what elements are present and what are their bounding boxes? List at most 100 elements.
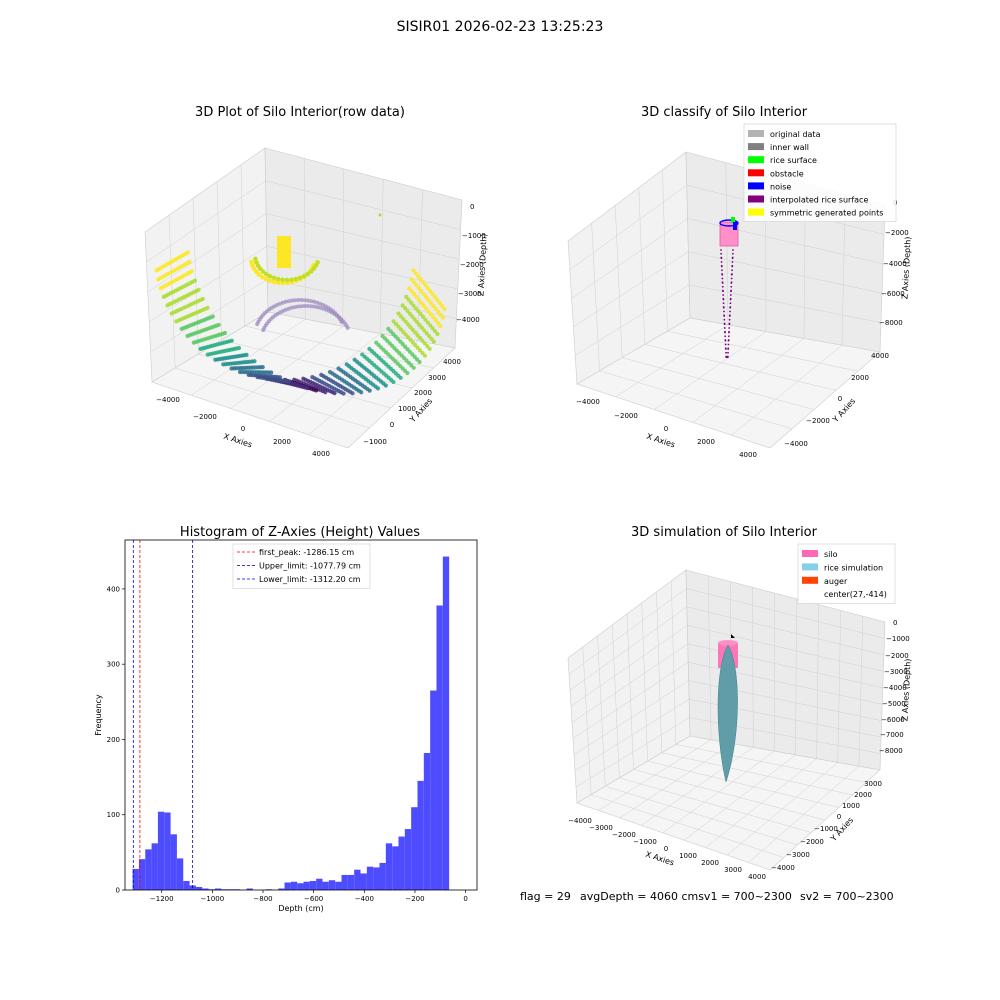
panel1-point <box>402 306 408 311</box>
panel2-zlabel: Z Axies (Depth) <box>900 236 912 299</box>
panel4-z-tick: −5000 <box>882 700 906 708</box>
panel3-legend: first_peak: -1286.15 cm Upper_limit: -107… <box>232 543 371 589</box>
histogram-bar <box>316 878 323 890</box>
panel1-point <box>267 273 273 279</box>
panel1-point <box>295 304 300 309</box>
panel1-point <box>403 319 408 324</box>
panel1-point <box>407 311 412 316</box>
histogram-bar <box>246 888 253 890</box>
panel1-y-tick: 1000 <box>398 405 416 413</box>
panel1-point <box>422 341 427 346</box>
panel1-point <box>299 304 304 309</box>
panel2-point <box>730 273 733 276</box>
histogram-bar <box>398 836 405 890</box>
panel1-point <box>280 300 285 305</box>
panel1-point <box>314 388 319 393</box>
panel2-noise-ring <box>719 219 739 227</box>
panel1-point <box>304 385 310 391</box>
panel1-title: 3D Plot of Silo Interior(row data) <box>195 105 405 120</box>
panel1-point <box>421 291 426 297</box>
panel1-point <box>315 260 320 265</box>
histogram-bar <box>290 881 298 890</box>
figure-suptitle: SISIR01 2026-02-23 13:25:23 <box>397 19 604 35</box>
histogram-bar <box>151 843 158 890</box>
panel1-point <box>305 271 311 277</box>
legend-label: noise <box>770 182 791 191</box>
legend-label: rice simulation <box>824 563 883 572</box>
panel1-point <box>277 375 283 380</box>
legend-swatch <box>748 169 764 177</box>
panel2-point <box>729 298 732 301</box>
panel1-point <box>295 382 300 388</box>
panel1-point <box>271 275 277 281</box>
panel1-point <box>428 312 433 317</box>
panel1-point <box>419 325 424 330</box>
histogram-y-tick: 100 <box>107 811 120 819</box>
panel1-point <box>431 315 436 320</box>
panel1-point <box>375 386 381 391</box>
panel3-title: Histogram of Z-Axies (Height) Values <box>180 525 420 540</box>
histogram-x-tick: −800 <box>253 895 272 903</box>
panel1-point <box>424 331 429 336</box>
panel-simulation-3d: 3D simulation of Silo Interior −4000 −30… <box>567 525 913 881</box>
histogram-bar <box>417 780 424 890</box>
panel2-point <box>725 356 728 359</box>
histogram-bar <box>322 881 329 890</box>
panel1-point <box>405 308 410 314</box>
legend-label: symmetric generated points <box>770 209 883 218</box>
panel2-point <box>720 261 723 263</box>
panel4-x-tick: 3000 <box>724 866 742 874</box>
panel2-point <box>727 335 730 338</box>
panel3-ylabel: Frequency <box>94 694 103 736</box>
histogram-bar <box>214 888 222 890</box>
histogram-bar <box>392 846 399 890</box>
panel2-point <box>722 306 725 309</box>
panel1-point <box>297 275 303 281</box>
panel1-point <box>431 303 436 308</box>
panel1-point <box>410 314 415 319</box>
legend-label: interpolated rice surface <box>770 196 868 205</box>
panel1-point <box>289 277 294 283</box>
panel1-point <box>408 300 414 305</box>
panel1-point <box>442 306 447 312</box>
panel4-legend: silo rice simulation auger center(27,-414) <box>797 543 896 604</box>
panel1-point <box>416 286 421 291</box>
panel1-point <box>438 312 443 317</box>
panel4-y-tick: −1000 <box>814 825 838 833</box>
panel1-point <box>430 326 435 331</box>
panel2-point <box>721 277 724 280</box>
panel4-x-tick: −4000 <box>568 817 592 825</box>
panel2-point <box>723 318 726 321</box>
panel1-point <box>405 322 411 327</box>
panel4-y-tick: −4000 <box>771 864 795 872</box>
panel4-center-marker <box>731 634 735 638</box>
panel1-point <box>435 297 440 303</box>
panel4-y-tick: −2000 <box>800 838 824 846</box>
panel2-y-tick: −2000 <box>806 417 830 425</box>
legend-label: center(27,-414) <box>824 590 887 599</box>
panel1-point <box>391 379 396 385</box>
panel1-point <box>252 359 257 364</box>
panel1-point <box>435 309 441 314</box>
panel1-point <box>413 306 418 311</box>
legend-label: inner wall <box>770 143 809 152</box>
panel4-z-tick: −1000 <box>886 635 910 643</box>
histogram-bar <box>442 556 450 890</box>
panel1-point <box>332 391 337 396</box>
panel1-point <box>222 330 228 336</box>
histogram-bar <box>373 867 380 890</box>
panel1-point <box>428 289 433 294</box>
panel1-point <box>305 304 310 309</box>
panel2-point <box>723 327 726 329</box>
panel1-point <box>428 300 433 305</box>
panel2-point <box>720 257 723 260</box>
panel1-point <box>437 300 442 306</box>
histogram-x-tick: −600 <box>304 895 323 903</box>
panel4-x-tick: −1000 <box>633 838 657 846</box>
panel1-point <box>189 269 195 274</box>
panel4-y-tick: 2000 <box>854 791 872 799</box>
histogram-bar <box>170 834 177 890</box>
histogram-y-tick: 400 <box>107 585 120 593</box>
panel1-point <box>323 389 328 395</box>
panel2-point <box>720 249 722 251</box>
